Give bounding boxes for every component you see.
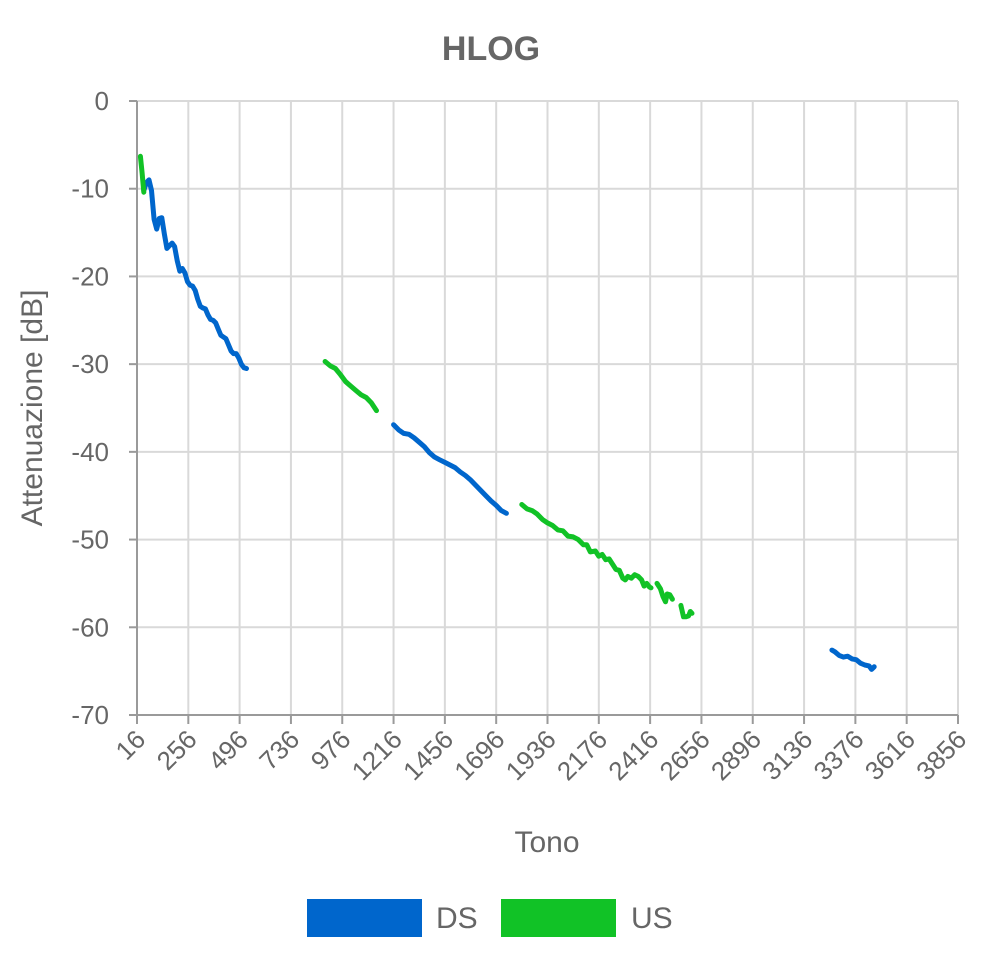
y-tick-label: -50 bbox=[71, 525, 109, 555]
y-tick-label: 0 bbox=[95, 86, 109, 116]
x-axis-label: Tono bbox=[514, 826, 579, 859]
y-tick-label: -60 bbox=[71, 612, 109, 642]
x-tick-label: 3376 bbox=[808, 724, 870, 786]
y-tick-label: -70 bbox=[71, 700, 109, 730]
series-line-ds bbox=[141, 177, 249, 371]
y-axis-label: Attenuazione [dB] bbox=[16, 290, 49, 527]
y-axis-ticks: 0 -10 -20 -30 -40 -50 -60 -70 bbox=[71, 86, 109, 730]
chart-title: HLOG bbox=[442, 30, 540, 68]
series-line-us bbox=[137, 153, 147, 195]
plot-area bbox=[137, 153, 877, 672]
series-line-us bbox=[654, 580, 675, 605]
series-line-us bbox=[519, 502, 654, 591]
x-tick-label: 3856 bbox=[910, 724, 972, 786]
x-tick-label: 3136 bbox=[756, 724, 818, 786]
legend-swatch-us bbox=[501, 899, 616, 937]
x-tick-label: 736 bbox=[253, 724, 305, 776]
x-tick-label: 1216 bbox=[346, 724, 408, 786]
x-tick-label: 256 bbox=[151, 724, 203, 776]
x-tick-label: 3616 bbox=[859, 724, 921, 786]
x-tick-label: 2896 bbox=[705, 724, 767, 786]
legend: DS US bbox=[307, 899, 673, 937]
legend-swatch-ds bbox=[307, 899, 422, 937]
y-tick-label: -30 bbox=[71, 349, 109, 379]
series-line-us bbox=[322, 359, 379, 414]
y-tick-label: -40 bbox=[71, 437, 109, 467]
grid bbox=[136, 100, 959, 716]
x-tick-label: 16 bbox=[110, 724, 152, 766]
x-tick-label: 2416 bbox=[602, 724, 664, 786]
series-line-ds bbox=[829, 647, 877, 672]
axes bbox=[129, 100, 959, 724]
x-tick-label: 1696 bbox=[448, 724, 510, 786]
y-tick-label: -10 bbox=[71, 174, 109, 204]
legend-label-us: US bbox=[631, 902, 673, 935]
series-line-us bbox=[678, 602, 695, 620]
x-axis-ticks: 16 256 496 736 97612161456169619362176241626… bbox=[110, 724, 973, 786]
x-tick-label: 1456 bbox=[397, 724, 459, 786]
series-line-ds bbox=[391, 422, 509, 516]
y-tick-label: -20 bbox=[71, 261, 109, 291]
x-tick-label: 1936 bbox=[500, 724, 562, 786]
x-tick-label: 2656 bbox=[654, 724, 716, 786]
x-tick-label: 2176 bbox=[551, 724, 613, 786]
x-tick-label: 496 bbox=[202, 724, 254, 776]
legend-label-ds: DS bbox=[436, 902, 478, 935]
